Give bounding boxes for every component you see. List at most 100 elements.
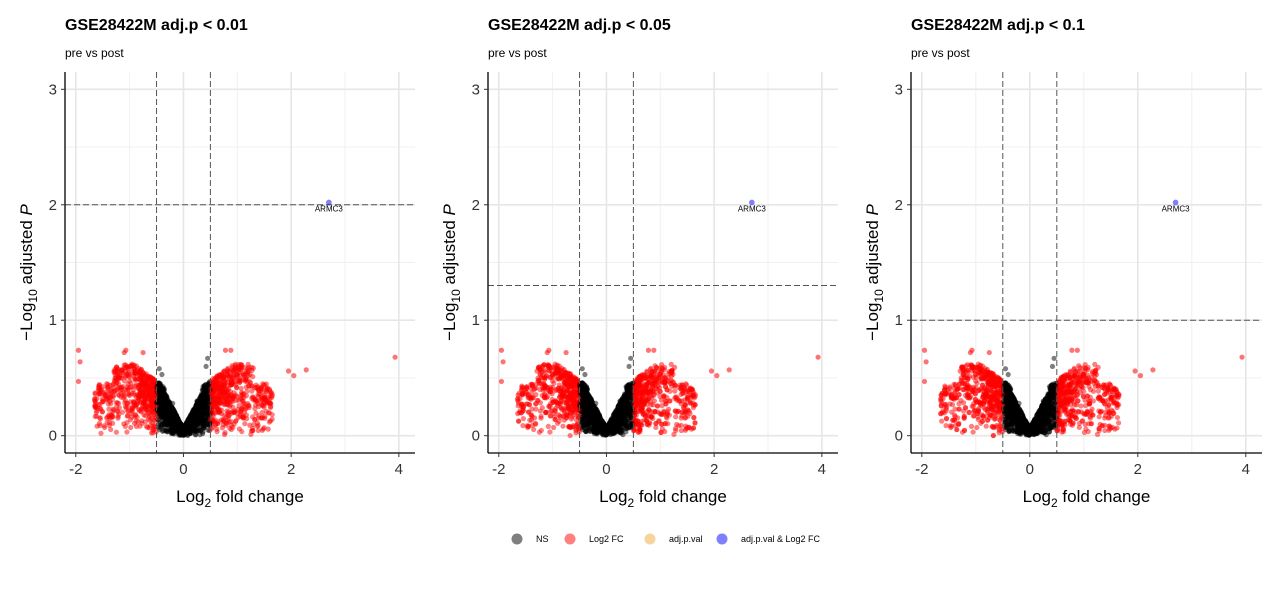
gene-point [105,394,111,401]
gene-point [661,393,667,400]
gene-point [111,368,117,374]
gene-point [230,380,236,386]
gene-point [598,427,605,433]
gene-point [664,411,670,417]
gene-point [684,396,691,402]
gene-point [261,396,268,402]
gene-point [566,383,573,389]
gene-point [672,408,678,414]
gene-point [245,361,251,367]
gene-point [558,405,564,411]
gene-point [227,389,234,395]
gene-point [141,400,147,406]
gene-point [529,383,536,389]
gene-point [267,418,274,424]
gene-point [673,414,679,420]
gene-point [190,423,197,429]
gene-point [113,429,119,435]
gene-point [591,415,598,422]
gene-point [156,424,162,430]
gene-point [145,391,151,398]
gene-point [671,431,677,437]
gene-point [262,413,268,419]
gene-point [242,374,248,381]
gene-point [638,397,644,403]
gene-point [147,374,154,380]
gene-point [126,391,132,397]
gene-point [626,385,632,391]
gene-point [557,371,563,377]
gene-point [226,395,232,401]
gene-point [246,383,252,390]
gene-point [567,410,574,416]
gene-point [117,385,123,391]
outlier-point [140,349,146,356]
gene-point [242,406,249,412]
gene-point [147,397,153,403]
gene-point [662,375,668,381]
gene-point [583,428,589,435]
outlier-point [75,378,82,385]
gene-point [550,384,556,391]
gene-point [221,417,227,423]
gene-point [593,400,599,406]
gene-point [109,420,116,426]
gene-point [218,399,224,405]
gene-point [249,388,255,394]
gene-point [222,430,228,436]
outlier-point [498,378,505,385]
gene-point [542,395,548,401]
gene-point [561,379,567,386]
gene-point [124,419,130,426]
gene-point [166,407,173,413]
gene-point [654,376,660,382]
gene-point [249,364,255,370]
gene-point [269,411,275,418]
gene-point [125,408,131,414]
x-tick-label: 2 [710,461,718,478]
gene-point [228,373,234,379]
gene-point [98,430,104,436]
gene-point [93,410,99,416]
gene-point [220,375,227,381]
gene-point [119,369,125,375]
gene-point [678,422,684,429]
gene-point [140,381,146,387]
gene-point [552,416,558,423]
outlier-point [546,347,552,353]
gene-point [543,409,549,416]
gene-point [548,408,554,414]
gene-point [159,419,165,425]
gene-point [165,421,171,427]
gene-point [218,411,225,417]
gene-point [241,415,247,421]
outlier-point [285,368,292,374]
outlier-point [392,354,398,360]
gene-point [547,389,554,395]
gene-point [132,369,138,375]
gene-point [628,355,634,361]
gene-point [538,415,544,421]
gene-point [215,405,221,411]
y-tick-label: 1 [472,312,480,329]
gene-point [221,369,227,375]
gene-point [238,367,244,373]
gene-point [114,380,120,386]
gene-point [212,421,218,427]
gene-point [566,405,572,411]
gene-point [147,412,154,418]
gene-point [515,418,522,424]
gene-point [142,413,149,419]
gene-point [588,396,594,402]
gene-point [165,402,171,408]
x-tick-label: -2 [69,461,82,478]
gene-point [108,415,115,421]
gene-point [674,421,680,428]
gene-point [622,412,628,418]
gene-point [116,392,122,399]
gene-point [547,429,553,435]
gene-point [686,424,692,430]
gene-point [653,364,660,371]
